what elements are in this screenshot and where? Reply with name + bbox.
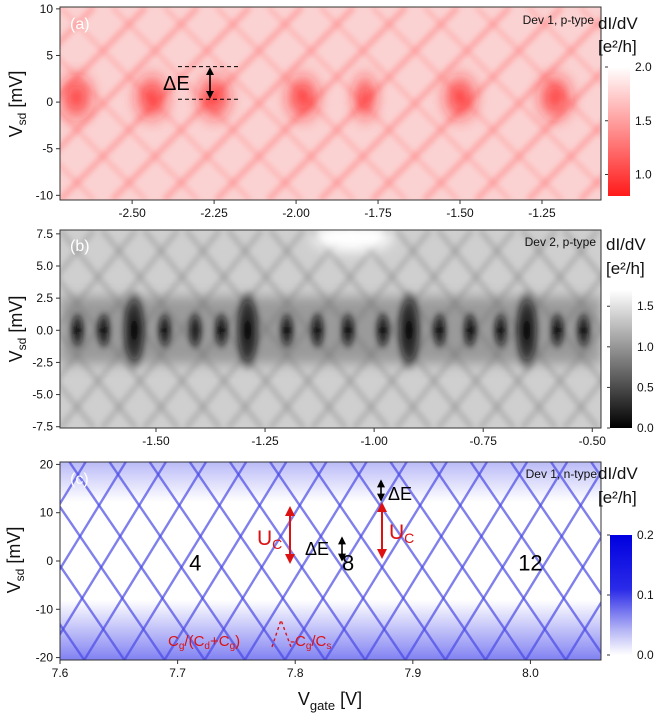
panel-a-x-axis: -2.50 -2.25 -2.00 -1.75 -1.50 -1.25 xyxy=(118,200,556,220)
panel-c-x-axis: 7.6 7.7 7.8 7.9 8.0 xyxy=(52,660,539,680)
panel-b-colorbar xyxy=(610,290,632,428)
uc-label-right: UC xyxy=(389,521,414,546)
y-tick-label: -10 xyxy=(36,602,54,616)
electron-number-label: 12 xyxy=(518,551,542,576)
panel-a-ylabel: Vsd [mV] xyxy=(6,71,29,138)
panel-b-heatmap xyxy=(60,230,601,428)
x-tick-label: -1.00 xyxy=(360,434,388,448)
panel-b-colorbar-ticks: 1.5 1.0 0.5 0.0 xyxy=(607,299,654,435)
y-tick-label: 20 xyxy=(40,457,54,471)
slope-label-left: Cg/(Cd+Cg) xyxy=(168,633,240,652)
x-tick-label: -1.25 xyxy=(528,206,556,220)
colorbar-tick-label: 1.0 xyxy=(637,340,654,354)
y-tick-label: -5.0 xyxy=(32,388,53,402)
x-tick-label: -2.25 xyxy=(200,206,228,220)
electron-number-label: 4 xyxy=(189,551,201,576)
y-tick-label: 2.5 xyxy=(36,291,53,305)
panel-a-frame xyxy=(59,6,602,201)
y-tick-label: 5 xyxy=(46,48,53,62)
x-tick-label: -1.50 xyxy=(142,434,170,448)
colorbar-tick-label: 1.5 xyxy=(637,299,654,313)
panel-c-device-label: Dev 1, n-type xyxy=(526,467,598,481)
colorbar-tick-label: 0.2 xyxy=(637,528,654,542)
y-tick-label: 0 xyxy=(46,554,53,568)
panel-a-y-axis: 10 5 0 -5 -10 xyxy=(36,2,60,202)
y-tick-label: 0.0 xyxy=(36,323,53,337)
delta-e-label: ΔE xyxy=(163,73,190,95)
y-tick-label: -10 xyxy=(36,188,54,202)
panel-b-colorbar-unit: [e²/h] xyxy=(606,259,645,278)
x-axis-label: Vgate [V] xyxy=(298,689,362,713)
y-tick-label: 7.5 xyxy=(36,227,53,241)
x-tick-label: 8.0 xyxy=(522,666,539,680)
y-tick-label: -2.5 xyxy=(32,355,53,369)
panel-c-y-axis: 20 10 0 -10 -20 xyxy=(36,457,60,665)
colorbar-tick-label: 0.5 xyxy=(637,380,654,394)
x-tick-label: -1.25 xyxy=(251,434,279,448)
colorbar-tick-label: 0.0 xyxy=(637,648,654,662)
panel-a-colorbar-unit: [e²/h] xyxy=(598,37,637,56)
colorbar-tick-label: 0.1 xyxy=(637,588,654,602)
panel-a-label: (a) xyxy=(70,16,90,33)
slope-label-right: -Cg/Cs xyxy=(290,633,331,652)
y-tick-label: 5.0 xyxy=(36,259,53,273)
x-tick-label: 7.9 xyxy=(404,666,421,680)
electron-number-label: 8 xyxy=(342,551,354,576)
x-tick-label: -2.50 xyxy=(118,206,146,220)
colorbar-tick-label: 2.0 xyxy=(635,60,652,74)
y-tick-label: 10 xyxy=(40,506,54,520)
panel-a-device-label: Dev 1, p-type xyxy=(523,13,595,27)
y-tick-label: -20 xyxy=(36,651,54,665)
panel-b-colorbar-title: dI/dV xyxy=(606,235,646,254)
x-tick-label: -2.00 xyxy=(282,206,310,220)
panel-a-colorbar xyxy=(608,67,630,196)
panel-c-colorbar-title: dI/dV xyxy=(598,464,638,483)
x-tick-label: 7.6 xyxy=(52,666,69,680)
x-tick-label: 7.8 xyxy=(287,666,304,680)
colorbar-tick-label: 1.5 xyxy=(635,114,652,128)
x-tick-label: -0.50 xyxy=(579,434,607,448)
panel-b-y-axis: 7.5 5.0 2.5 0.0 -2.5 -5.0 -7.5 xyxy=(32,227,60,434)
y-tick-label: -7.5 xyxy=(32,420,53,434)
panel-b-device-label: Dev 2, p-type xyxy=(525,235,597,249)
x-tick-label: 7.7 xyxy=(169,666,186,680)
uc-label-left: UC xyxy=(257,527,282,552)
delta-e-label-top: ΔE xyxy=(388,484,412,504)
y-tick-label: 10 xyxy=(40,2,54,16)
panel-a-colorbar-title: dI/dV xyxy=(598,14,638,33)
panel-c-label: (c) xyxy=(70,471,89,488)
panel-c-colorbar xyxy=(610,535,632,655)
y-tick-label: -5 xyxy=(42,142,53,156)
delta-e-label-middle: ΔE xyxy=(305,539,329,559)
x-tick-label: -1.75 xyxy=(364,206,392,220)
panel-c-colorbar-ticks: 0.2 0.1 0.0 xyxy=(607,528,654,662)
colorbar-tick-label: 1.0 xyxy=(635,168,652,182)
panel-b-x-axis: -1.50 -1.25 -1.00 -0.75 -0.50 xyxy=(142,428,606,448)
panel-a-delta-e-annotation: ΔE xyxy=(163,66,238,100)
colorbar-tick-label: 0.0 xyxy=(637,421,654,435)
x-tick-label: -1.50 xyxy=(446,206,474,220)
panel-c-ylabel: Vsd [mV] xyxy=(4,527,27,594)
panel-a-colorbar-ticks: 2.0 1.5 1.0 xyxy=(605,60,652,182)
panel-b-label: (b) xyxy=(70,238,90,255)
panel-c-heatmap xyxy=(60,462,601,660)
x-tick-label: -0.75 xyxy=(470,434,498,448)
panel-c-colorbar-unit: [e²/h] xyxy=(598,488,637,507)
panel-a-heatmap xyxy=(60,7,601,200)
y-tick-label: 0 xyxy=(46,95,53,109)
panel-b-frame xyxy=(59,229,602,429)
panel-b-ylabel: Vsd [mV] xyxy=(6,296,29,363)
panel-b: (b) Dev 2, p-type 7.5 5.0 2.5 0.0 -2.5 -5.0 -7… xyxy=(6,227,654,448)
